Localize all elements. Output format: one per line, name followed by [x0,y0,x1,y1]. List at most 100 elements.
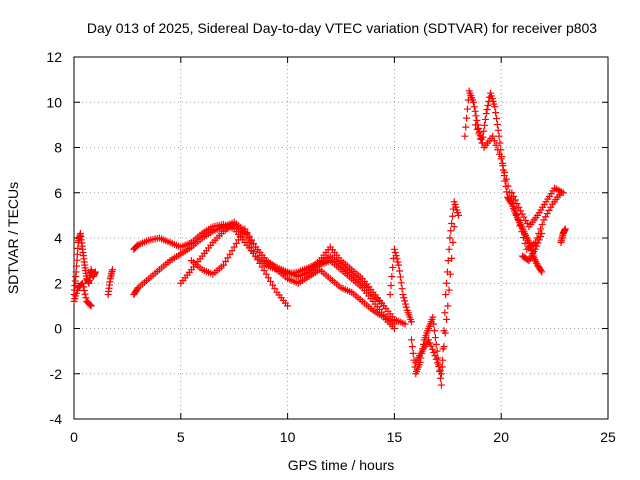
axis-ticks: 0 5 10 15 20 25 -4 -2 0 2 4 6 8 10 12 [46,49,616,445]
data-point [543,210,551,218]
data-point [516,222,524,230]
data-point [518,210,526,218]
data-point [504,182,512,190]
data-point [477,134,485,142]
data-point [252,252,260,260]
y-tick-label: 8 [54,140,62,156]
data-point [73,256,81,264]
data-point [394,258,402,266]
x-tick-label: 5 [177,429,185,445]
data-point [493,115,501,123]
data-point [521,239,529,247]
data-point [497,155,505,163]
data-point [228,247,236,255]
data-point [390,245,398,253]
data-point [232,239,240,247]
data-point [454,211,462,219]
data-point [448,254,456,262]
data-point [397,279,405,287]
data-point [441,309,449,317]
data-point [401,320,409,328]
data-point [463,114,471,122]
data-point [481,115,489,123]
data-point [437,374,445,382]
data-point [390,325,398,332]
plot-frame [73,56,609,420]
data-point [256,259,264,267]
data-point [492,141,500,149]
data-point [258,263,266,271]
data-point [271,285,279,293]
data-point [443,315,451,323]
data-point [463,105,471,113]
data-point [431,334,439,342]
data-point [461,132,469,140]
data-point [472,112,480,120]
data-point [540,216,548,224]
data-point [518,228,526,236]
data-point [133,285,141,293]
data-point [400,294,408,302]
data-point [407,336,415,344]
data-point [430,348,438,356]
data-point [402,300,410,308]
series-arc-j [407,198,462,389]
data-point [446,234,454,242]
data-point [395,261,403,269]
data-point [445,286,453,294]
data-point [537,233,545,241]
data-point [388,272,396,280]
data-point [224,254,232,262]
data-point [496,139,504,147]
data-point [559,189,567,197]
data-point [537,267,545,275]
data-point [436,366,444,374]
data-point [108,266,116,274]
data-point [249,248,257,256]
data-point [247,236,255,244]
data-point [407,318,415,326]
data-point [473,116,481,124]
x-axis-label: GPS time / hours [288,457,395,473]
y-tick-label: 12 [46,49,62,65]
data-point [491,103,499,111]
data-point [501,168,509,176]
data-point [515,203,523,211]
series-arc-h [305,243,409,328]
y-tick-label: 2 [54,275,62,291]
data-point [431,327,439,335]
data-point [531,245,539,253]
data-point [514,216,522,224]
y-tick-label: -4 [50,411,63,427]
data-point [432,355,440,363]
series-arc-a [70,229,99,299]
data-point [391,248,399,256]
data-point [264,274,272,282]
data-point [428,345,436,353]
data-point [393,255,401,263]
data-point [429,313,437,321]
data-point [448,212,456,220]
data-point [72,268,80,276]
data-point [534,239,542,247]
data-point [267,277,275,285]
data-point [499,162,507,170]
data-point [392,252,400,260]
data-point [561,225,569,233]
data-point [226,250,234,258]
data-point [430,320,438,328]
data-point [222,258,230,266]
data-point [484,101,492,109]
data-point [220,261,228,269]
data-point [82,294,90,302]
data-point [511,196,519,204]
data-point [79,283,87,291]
series-arc-o [519,229,546,265]
data-point [435,363,443,371]
data-point [439,356,447,364]
data-point [425,336,433,344]
data-point [446,270,454,278]
data-point [249,239,257,247]
data-point [469,98,477,106]
